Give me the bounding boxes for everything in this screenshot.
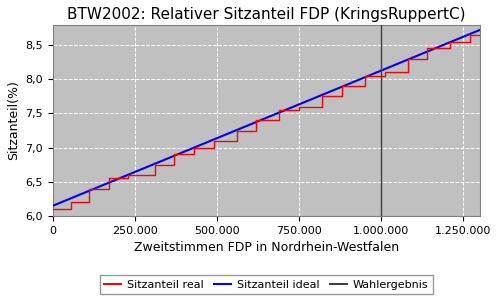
Sitzanteil real xyxy=(211,139,217,142)
Sitzanteil real xyxy=(467,40,473,44)
Sitzanteil real xyxy=(172,153,177,156)
Sitzanteil real xyxy=(276,118,282,122)
Sitzanteil real xyxy=(152,163,158,166)
Line: Sitzanteil real: Sitzanteil real xyxy=(53,35,480,209)
Sitzanteil real xyxy=(50,207,56,211)
Sitzanteil real xyxy=(191,153,197,156)
Sitzanteil real xyxy=(68,200,74,204)
Sitzanteil real xyxy=(404,57,410,61)
Sitzanteil real xyxy=(362,74,368,78)
Sitzanteil real xyxy=(339,94,345,98)
Sitzanteil real xyxy=(68,207,74,211)
Sitzanteil real xyxy=(106,187,112,190)
Sitzanteil real xyxy=(296,108,302,112)
Sitzanteil real xyxy=(254,118,260,122)
Sitzanteil real xyxy=(191,146,197,149)
Sitzanteil real xyxy=(234,139,240,142)
Title: BTW2002: Relativer Sitzanteil FDP (KringsRuppertC): BTW2002: Relativer Sitzanteil FDP (Kring… xyxy=(67,7,466,22)
Sitzanteil real xyxy=(382,70,388,74)
Sitzanteil real xyxy=(126,173,132,177)
Sitzanteil real xyxy=(362,84,368,88)
Sitzanteil real xyxy=(424,57,430,61)
Sitzanteil real xyxy=(172,163,177,166)
Sitzanteil real xyxy=(152,173,158,177)
X-axis label: Zweitstimmen FDP in Nordrhein-Westfalen: Zweitstimmen FDP in Nordrhein-Westfalen xyxy=(134,241,399,254)
Sitzanteil real xyxy=(382,74,388,78)
Sitzanteil real xyxy=(296,105,302,108)
Sitzanteil real xyxy=(447,46,453,50)
Y-axis label: Sitzanteil(%): Sitzanteil(%) xyxy=(7,80,20,160)
Sitzanteil real xyxy=(106,177,112,180)
Sitzanteil real xyxy=(126,177,132,180)
Sitzanteil real xyxy=(254,129,260,132)
Sitzanteil real xyxy=(211,146,217,149)
Sitzanteil real xyxy=(86,200,92,204)
Sitzanteil real xyxy=(234,129,240,132)
Sitzanteil real xyxy=(404,70,410,74)
Sitzanteil real xyxy=(477,33,483,37)
Sitzanteil real xyxy=(447,40,453,44)
Sitzanteil real xyxy=(424,46,430,50)
Sitzanteil real xyxy=(467,33,473,37)
Sitzanteil real xyxy=(339,84,345,88)
Sitzanteil real xyxy=(276,108,282,112)
Sitzanteil real xyxy=(319,105,325,108)
Sitzanteil real xyxy=(319,94,325,98)
Sitzanteil real xyxy=(86,187,92,190)
Legend: Sitzanteil real, Sitzanteil ideal, Wahlergebnis: Sitzanteil real, Sitzanteil ideal, Wahle… xyxy=(100,275,432,294)
